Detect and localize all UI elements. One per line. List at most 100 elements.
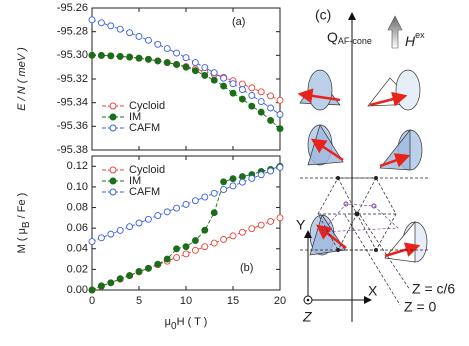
point (116, 226, 124, 234)
point (126, 272, 134, 280)
legend-marker (109, 102, 117, 110)
point (107, 52, 115, 60)
plane-top-label: Z = c/6 (412, 281, 455, 297)
y-tick-label: 0.10 (67, 181, 88, 193)
point (210, 209, 218, 217)
point (210, 189, 218, 197)
point (229, 182, 237, 190)
point (88, 286, 96, 294)
x-tick-label: 10 (180, 295, 192, 307)
point (173, 254, 181, 261)
x-tick-label: 5 (136, 295, 142, 307)
label-rest: / Fe ) (16, 193, 28, 222)
point (182, 243, 190, 251)
h-sup: ex (415, 30, 425, 40)
point (238, 173, 246, 181)
legend-marker (109, 113, 117, 121)
point (267, 116, 275, 124)
point (220, 178, 228, 186)
point (107, 22, 115, 30)
label-sub: 0 (171, 321, 177, 332)
point (210, 76, 218, 84)
point (220, 82, 228, 90)
point (135, 32, 143, 40)
x-tick-label: 0 (89, 295, 95, 307)
point (97, 52, 105, 59)
point (276, 96, 284, 104)
atoms (336, 176, 378, 252)
panel-label: (b) (240, 262, 253, 274)
point (154, 57, 162, 65)
point (257, 108, 265, 116)
y-tick-label: -95.38 (57, 144, 88, 156)
legend-label: CAFM (129, 122, 160, 134)
point (276, 111, 284, 118)
point (238, 178, 246, 186)
point (126, 223, 134, 231)
legend-label: CAFM (129, 186, 160, 198)
point (238, 95, 246, 103)
y-tick-label: 0.12 (67, 160, 88, 172)
point (238, 86, 246, 93)
point (220, 236, 228, 243)
z-axis-dot (306, 298, 310, 302)
y-tick-label: -95.26 (57, 2, 88, 14)
legend-label: Cycloid (129, 100, 165, 112)
y-tick-label: -95.34 (57, 97, 88, 109)
y-tick-label: -95.36 (57, 120, 88, 132)
x-tick-label: 20 (274, 295, 286, 307)
point (248, 175, 256, 182)
point (107, 279, 115, 287)
point (210, 239, 218, 247)
point (173, 49, 181, 57)
point (97, 19, 105, 27)
y-tick-label: 0.08 (67, 201, 88, 213)
point (257, 88, 265, 96)
plane-bottom-label: Z = 0 (404, 299, 437, 315)
axis-z-label: Z (302, 309, 312, 325)
point (135, 54, 143, 62)
point (126, 53, 134, 61)
point (135, 219, 143, 227)
point (116, 52, 124, 60)
point (257, 171, 265, 179)
point (154, 260, 162, 268)
point (220, 186, 228, 194)
legend-label: IM (129, 175, 141, 187)
point (257, 221, 265, 229)
label-main: μ (165, 316, 171, 328)
point (97, 282, 105, 290)
point (116, 275, 124, 283)
axis-label: M ( μB / Fe ) (16, 193, 32, 254)
label-sub: B (21, 221, 32, 228)
y-tick-label: 0.00 (67, 284, 88, 296)
point (229, 232, 237, 240)
point (201, 193, 209, 201)
point (182, 63, 190, 71)
point (191, 246, 199, 254)
y-tick-label: 0.02 (67, 263, 88, 275)
point (191, 237, 199, 244)
point (88, 238, 96, 246)
point (276, 125, 284, 133)
y-tick-label: -95.30 (57, 49, 88, 61)
point (163, 45, 171, 53)
axis-x-label: X (368, 283, 378, 299)
x-tick-label: 15 (227, 295, 239, 307)
legend-marker (109, 124, 117, 132)
q-sub: AF-cone (338, 36, 372, 46)
legend-marker (109, 177, 117, 185)
point (210, 69, 218, 77)
point (201, 226, 209, 234)
cones (299, 69, 428, 263)
point (267, 218, 275, 225)
point (144, 55, 152, 63)
point (126, 29, 134, 37)
point (201, 64, 209, 71)
point (88, 16, 96, 24)
point (267, 104, 275, 112)
point (248, 91, 256, 99)
point (163, 59, 171, 67)
axis-label: μ0H ( T ) (165, 316, 208, 332)
